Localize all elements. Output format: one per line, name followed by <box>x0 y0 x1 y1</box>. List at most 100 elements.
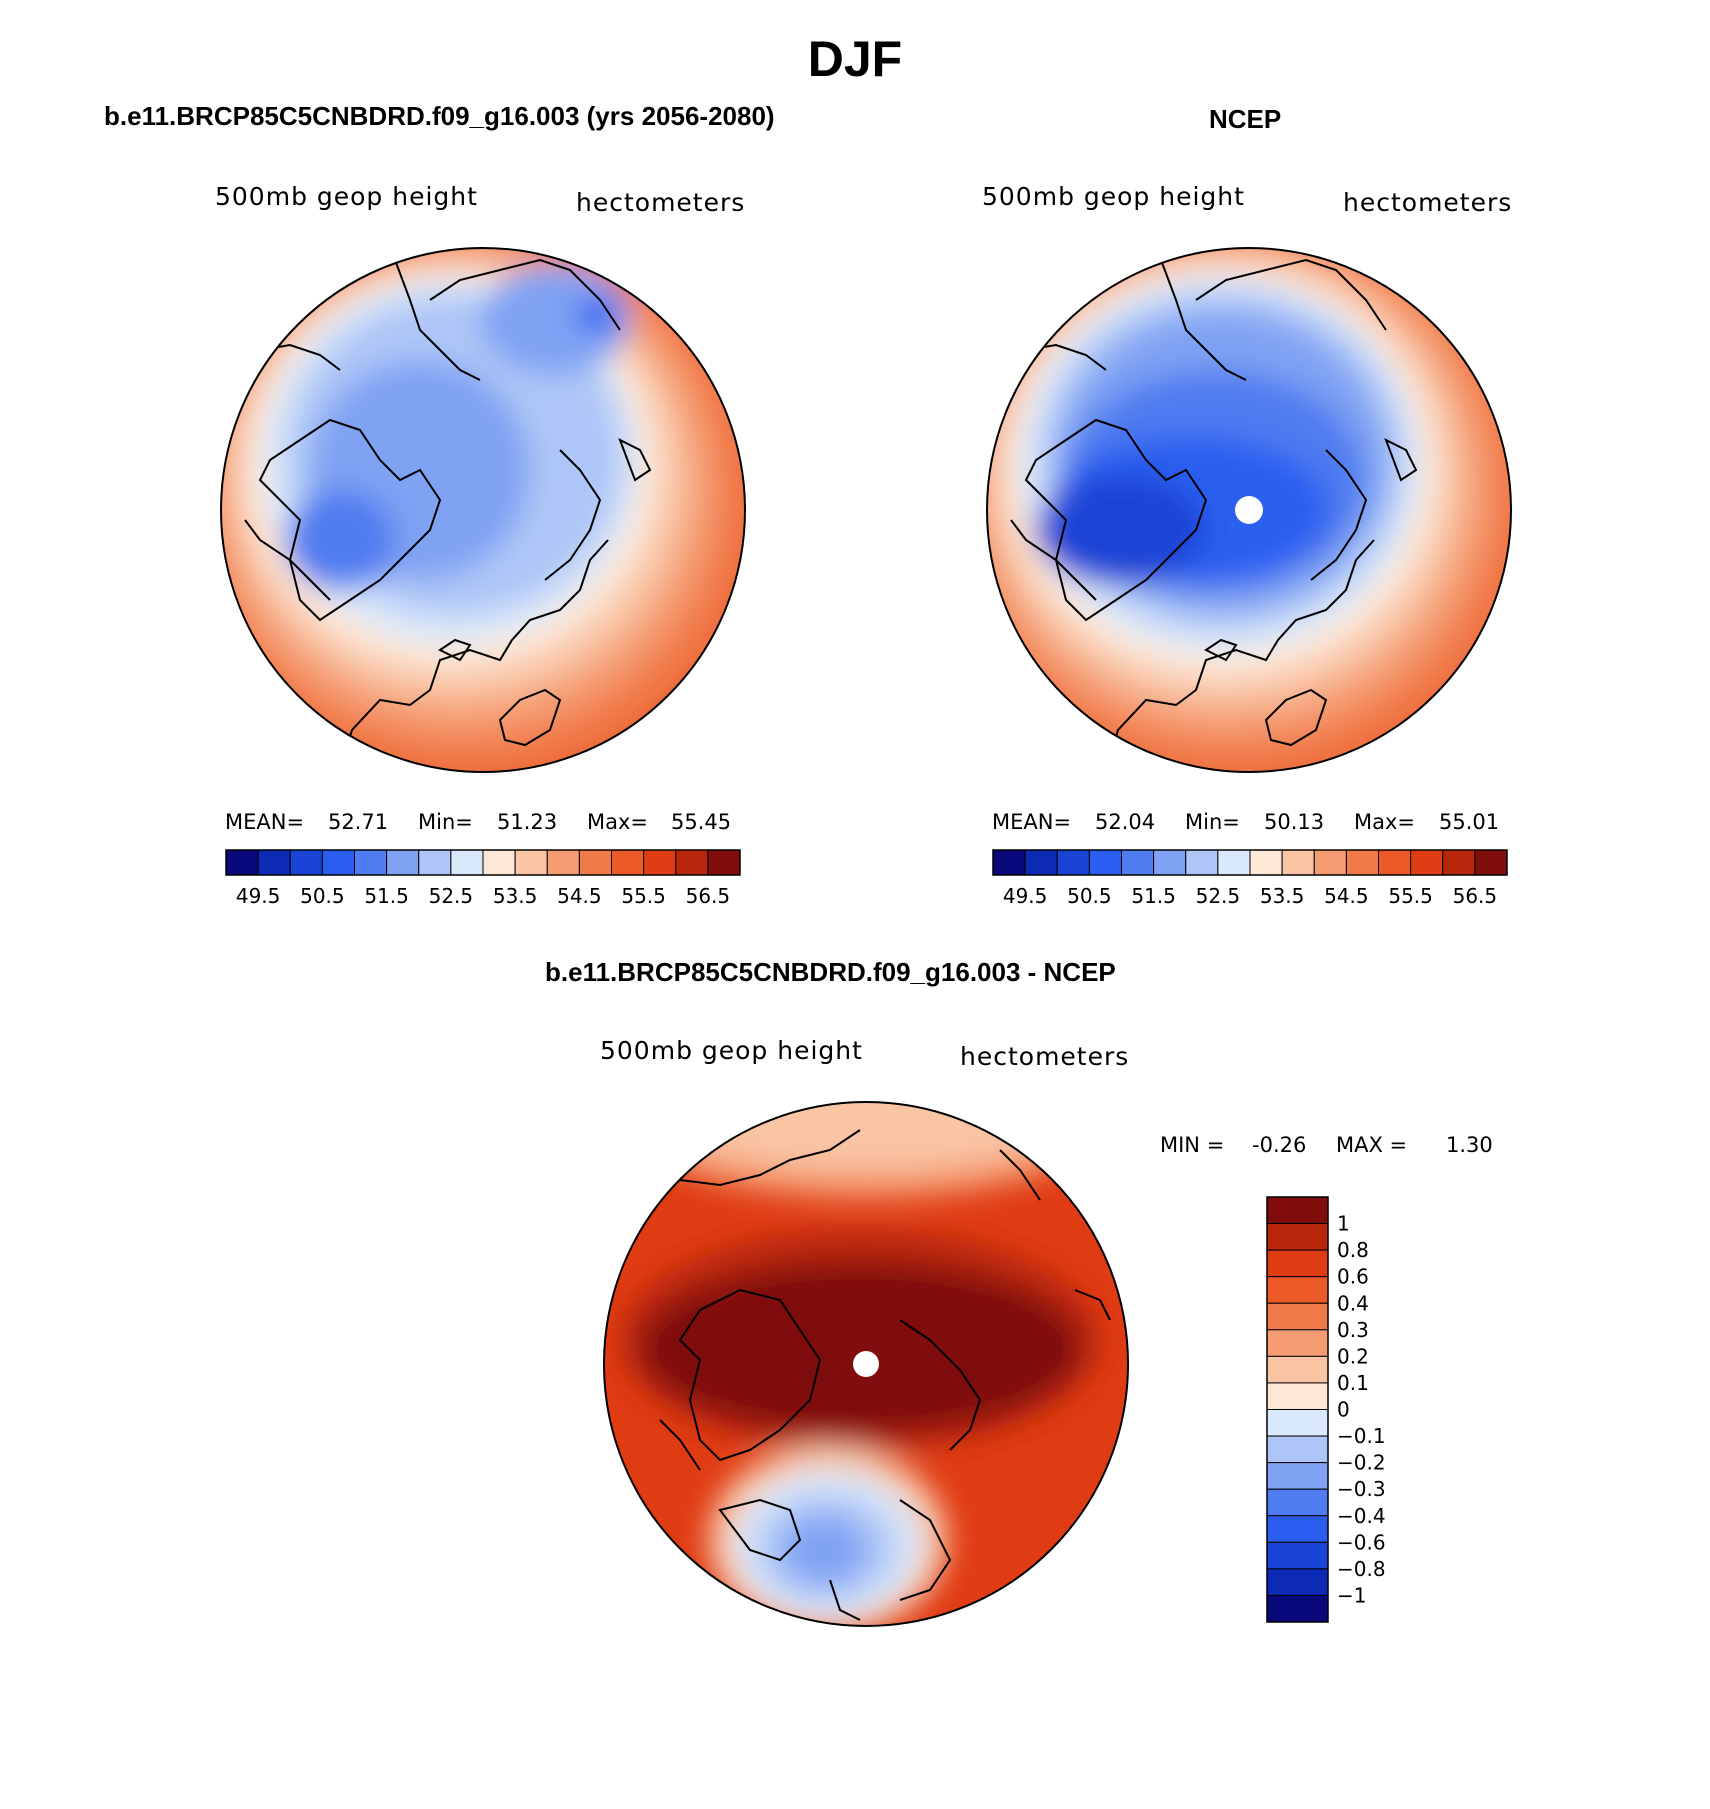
colorbar-model-swatch <box>514 849 548 876</box>
colorbar-ncep-swatch <box>1410 849 1444 876</box>
colorbar-difference-swatch <box>1266 1488 1329 1517</box>
colorbar-model-swatch <box>257 849 291 876</box>
units-label-model: hectometers <box>576 188 746 217</box>
colorbar-model-swatch <box>643 849 677 876</box>
colorbar-model-swatch <box>354 849 388 876</box>
colorbar-difference-swatch <box>1266 1382 1329 1410</box>
colorbar-difference-tick-label: −0.6 <box>1337 1530 1386 1554</box>
colorbar-ncep-tick-label: 50.5 <box>1067 884 1112 908</box>
stat-min-label-ncep: Min= <box>1185 810 1240 834</box>
colorbar-difference-tick-label: 0.4 <box>1337 1291 1369 1315</box>
map-panel-difference <box>603 1101 1129 1627</box>
map-boundary-ncep <box>986 247 1512 773</box>
colorbar-ncep-swatch <box>1088 849 1122 876</box>
stat-max-label-ncep: Max= <box>1354 810 1416 834</box>
colorbar-difference-tick-label: 1 <box>1337 1212 1350 1236</box>
colorbar-ncep: 49.5 50.5 51.5 52.5 53.5 54.5 55.5 56.5 <box>992 849 1508 908</box>
stat-mean-label-model: MEAN= <box>225 810 305 834</box>
colorbar-model-swatch <box>418 849 452 876</box>
colorbar-ncep-tick-label: 51.5 <box>1131 884 1176 908</box>
colorbar-model-tick-label: 53.5 <box>493 884 538 908</box>
units-label-ncep: hectometers <box>1343 188 1513 217</box>
colorbar-difference-tick-label: 0.8 <box>1337 1238 1369 1262</box>
stat-mean-label-ncep: MEAN= <box>992 810 1072 834</box>
variable-label-difference: 500mb geop height <box>600 1036 863 1065</box>
colorbar-model-swatch <box>546 849 580 876</box>
map-fill-model <box>221 248 745 772</box>
colorbar-model-tick-label: 50.5 <box>300 884 345 908</box>
map-boundary-difference <box>603 1101 1129 1627</box>
colorbar-model-swatch <box>675 849 709 876</box>
colorbar-difference-swatch <box>1266 1541 1329 1570</box>
colorbar-difference-swatch <box>1266 1355 1329 1384</box>
colorbar-difference-tick-label: −1 <box>1337 1583 1366 1607</box>
panel-title-difference: b.e11.BRCP85C5CNBDRD.f09_g16.003 - NCEP <box>545 957 1116 987</box>
colorbar-ncep-swatch <box>1474 849 1508 876</box>
colorbar-model-swatch <box>450 849 484 876</box>
units-label-difference: hectometers <box>960 1042 1130 1071</box>
map-boundary-model <box>220 247 746 773</box>
colorbar-model-tick-label: 51.5 <box>364 884 409 908</box>
stat-min-label-model: Min= <box>418 810 473 834</box>
colorbar-ncep-swatch <box>1313 849 1347 876</box>
stat-mean-ncep: 52.04 <box>1095 810 1156 834</box>
colorbar-ncep-swatch <box>1185 849 1219 876</box>
colorbar-difference-swatch <box>1266 1249 1329 1278</box>
colorbar-difference-swatch <box>1266 1329 1329 1357</box>
stat-min-difference: -0.26 <box>1252 1133 1307 1157</box>
colorbar-difference-swatch <box>1266 1196 1329 1225</box>
colorbar-model-tick-label: 52.5 <box>429 884 474 908</box>
colorbar-model-tick-label: 55.5 <box>621 884 666 908</box>
colorbar-ncep-swatch <box>1345 849 1379 876</box>
colorbar-difference: 10.8 0.60.4 0.30.2 0.1 0−0.1 −0.2−0.3 −0.4−0.6… <box>1266 1196 1386 1623</box>
colorbar-model-tick-label: 49.5 <box>236 884 281 908</box>
map-panel-ncep <box>986 247 1512 773</box>
colorbar-difference-tick-label: −0.3 <box>1337 1477 1386 1501</box>
colorbar-ncep-swatch <box>1249 849 1283 876</box>
colorbar-difference-tick-label: 0.2 <box>1337 1344 1369 1368</box>
colorbar-model-swatch <box>225 849 259 876</box>
panel-title-ncep: NCEP <box>1209 104 1282 134</box>
colorbar-ncep-swatch <box>1153 849 1187 876</box>
colorbar-ncep-tick-label: 49.5 <box>1003 884 1048 908</box>
colorbar-ncep-tick-label: 52.5 <box>1196 884 1241 908</box>
variable-label-model: 500mb geop height <box>215 182 478 211</box>
colorbar-difference-swatch <box>1266 1515 1329 1543</box>
colorbar-difference-tick-label: −0.1 <box>1337 1424 1386 1448</box>
stat-max-ncep: 55.01 <box>1439 810 1500 834</box>
pole-marker-difference <box>853 1351 879 1377</box>
colorbar-difference-swatch <box>1266 1302 1329 1331</box>
stat-min-label-difference: MIN = <box>1160 1133 1225 1157</box>
colorbar-model: 49.5 50.5 51.5 52.5 53.5 54.5 55.5 56.5 <box>225 849 741 908</box>
colorbar-model-tick-label: 54.5 <box>557 884 602 908</box>
stat-max-model: 55.45 <box>671 810 732 834</box>
colorbar-ncep-swatch <box>1378 849 1412 876</box>
colorbar-difference-tick-label: 0.6 <box>1337 1265 1369 1289</box>
pole-marker-ncep <box>1235 496 1263 524</box>
stat-mean-model: 52.71 <box>328 810 389 834</box>
colorbar-model-swatch <box>386 849 420 876</box>
colorbar-model-swatch <box>289 849 323 876</box>
colorbar-difference-tick-label: 0.1 <box>1337 1371 1369 1395</box>
colorbar-ncep-swatch <box>1024 849 1058 876</box>
colorbar-difference-swatch <box>1266 1276 1329 1304</box>
colorbar-difference-frame <box>1266 1196 1329 1623</box>
colorbar-difference-tick-label: 0.3 <box>1337 1318 1369 1342</box>
colorbar-difference-tick-label: −0.4 <box>1337 1504 1386 1528</box>
colorbar-ncep-swatch <box>1056 849 1090 876</box>
colorbar-difference-swatch <box>1266 1435 1329 1464</box>
colorbar-ncep-swatch <box>1281 849 1315 876</box>
colorbar-ncep-tick-label: 53.5 <box>1260 884 1305 908</box>
panel-title-model: b.e11.BRCP85C5CNBDRD.f09_g16.003 (yrs 20… <box>104 101 775 131</box>
colorbar-ncep-tick-label: 54.5 <box>1324 884 1369 908</box>
colorbar-model-swatch <box>707 849 741 876</box>
colorbar-ncep-swatch <box>1217 849 1251 876</box>
coastlines-ncep <box>1010 258 1418 771</box>
map-panel-model <box>220 247 746 773</box>
colorbar-model-swatch <box>482 849 516 876</box>
colorbar-ncep-frame <box>992 849 1508 876</box>
colorbar-ncep-tick-label: 56.5 <box>1453 884 1498 908</box>
colorbar-difference-swatch <box>1266 1594 1329 1623</box>
colorbar-model-swatch <box>611 849 645 876</box>
